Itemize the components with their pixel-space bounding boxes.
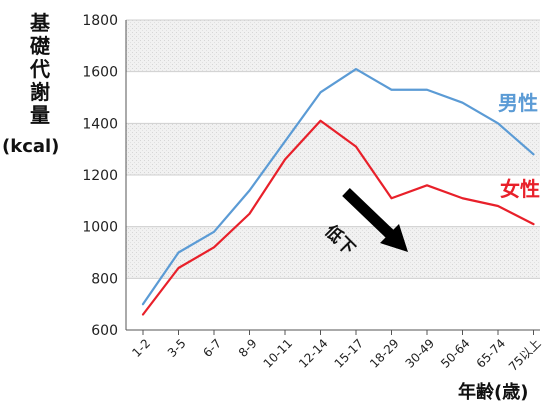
y-tick-label: 600 [91,323,118,339]
y-tick-label: 1400 [82,116,118,132]
y-tick-label: 800 [91,271,118,287]
x-tick-label: 8-9 [236,336,260,360]
x-axis-title: 年齢(歳) [458,381,528,403]
y-tick-label: 1600 [82,65,118,81]
x-tick-label: 75以上 [506,336,544,374]
y-tick-labels: 600 800 1000 1200 1400 1600 1800 [82,13,118,339]
x-tick-label: 1-2 [129,336,153,360]
grid-band [126,278,540,330]
grid-band [126,20,540,72]
grid-band [126,123,540,175]
x-tick-labels: 1-2 3-5 6-7 8-9 10-11 12-14 15-17 18-29 30-49 50-… [129,330,544,374]
series-line-female [141,119,535,316]
y-tick-label: 1800 [82,13,118,29]
x-tick-label: 50-64 [438,336,473,371]
x-tick-label: 10-11 [261,336,296,371]
x-tick-label: 65-74 [474,336,509,371]
legend-male: 男性 [498,91,538,115]
x-tick-label: 15-17 [332,336,367,371]
legend-female: 女性 [500,177,540,201]
x-tick-label: 30-49 [403,336,438,371]
grid-band [126,71,540,124]
x-tick-label: 18-29 [367,336,402,371]
grid-band [126,226,540,279]
y-axis-unit: (kcal) [2,136,59,157]
series-line-male [141,67,535,306]
y-axis-title: 基礎代謝量 [29,11,51,127]
grid-lines [126,19,540,279]
arrow-down-right-icon [342,188,408,252]
y-tick-label: 1200 [82,168,118,184]
x-tick-label: 12-14 [296,336,331,371]
x-tick-label: 3-5 [165,336,189,360]
x-tick-label: 6-7 [200,336,224,360]
y-tick-label: 1000 [82,220,118,236]
grid-bands [126,20,540,330]
series-lines [141,67,535,316]
